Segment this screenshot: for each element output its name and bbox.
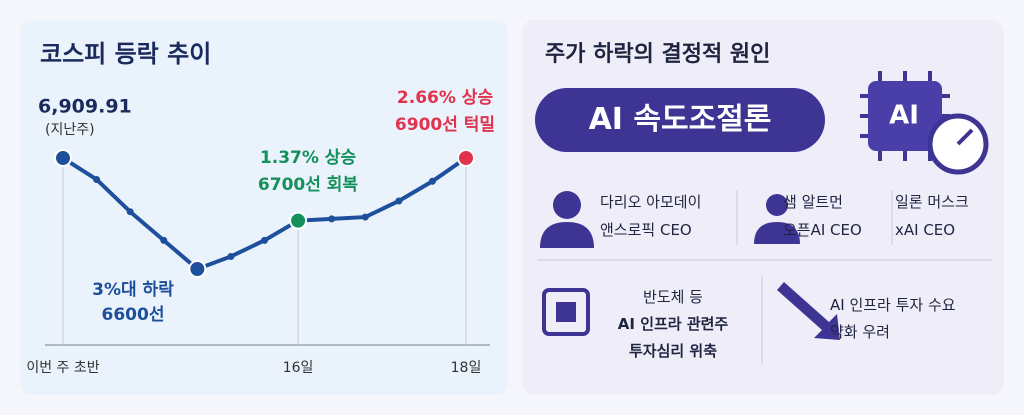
value-label: 6,909.91 xyxy=(38,96,132,118)
x-tick-label: 16일 xyxy=(283,360,314,376)
point xyxy=(54,149,72,168)
icons xyxy=(537,190,992,365)
effect-line: AI 인프라 투자 수요 xyxy=(830,296,956,314)
person-role: 오픈AI CEO xyxy=(783,221,862,239)
point xyxy=(261,236,268,244)
chart-title: 코스피 등락 추이 xyxy=(40,40,211,68)
point xyxy=(126,208,134,216)
point xyxy=(160,236,168,244)
chart: 코스피 등락 추이 이번 주 초반 16일 18일 6,909.91 (지난주) 3%대 … xyxy=(26,40,495,376)
annotation: 1.37% 상승 xyxy=(260,148,357,168)
annotation: 6600선 xyxy=(102,305,165,325)
annotation: 2.66% 상승 xyxy=(397,88,494,108)
annotation: 3%대 하락 xyxy=(92,280,174,300)
point xyxy=(188,260,207,278)
person-name: 샘 알트먼 xyxy=(783,193,843,211)
effect-line: 투자심리 위축 xyxy=(628,342,718,360)
point xyxy=(395,197,403,205)
annotation: (지난주) xyxy=(45,122,95,138)
point xyxy=(361,213,369,221)
x-tick-label: 18일 xyxy=(451,360,482,376)
point xyxy=(428,177,436,185)
person-name: 다리오 아모데이 xyxy=(600,193,702,211)
x-tick-label: 이번 주 초반 xyxy=(26,360,99,376)
point xyxy=(93,175,101,183)
point xyxy=(457,149,475,167)
point xyxy=(227,252,235,260)
annotation: 6900선 턱밀 xyxy=(395,114,495,135)
banner: AI 속도조절론 xyxy=(535,88,825,152)
chip-icon: AI xyxy=(860,71,989,175)
effect-line: 반도체 등 xyxy=(643,288,703,306)
point xyxy=(289,211,308,230)
effect-line: 약화 우려 xyxy=(830,323,890,341)
effect-line: AI 인프라 관련주 xyxy=(617,315,729,333)
chart-panel xyxy=(20,20,508,395)
point xyxy=(328,215,336,223)
panel-title: 주가 하락의 결정적 원인 xyxy=(545,42,771,67)
person-role: xAI CEO xyxy=(895,221,956,239)
chip-label: AI xyxy=(889,101,919,131)
annotation: 6700선 회복 xyxy=(258,175,359,195)
person-role: 앤스로픽 CEO xyxy=(600,221,692,239)
person-name: 일론 머스크 xyxy=(895,193,969,211)
